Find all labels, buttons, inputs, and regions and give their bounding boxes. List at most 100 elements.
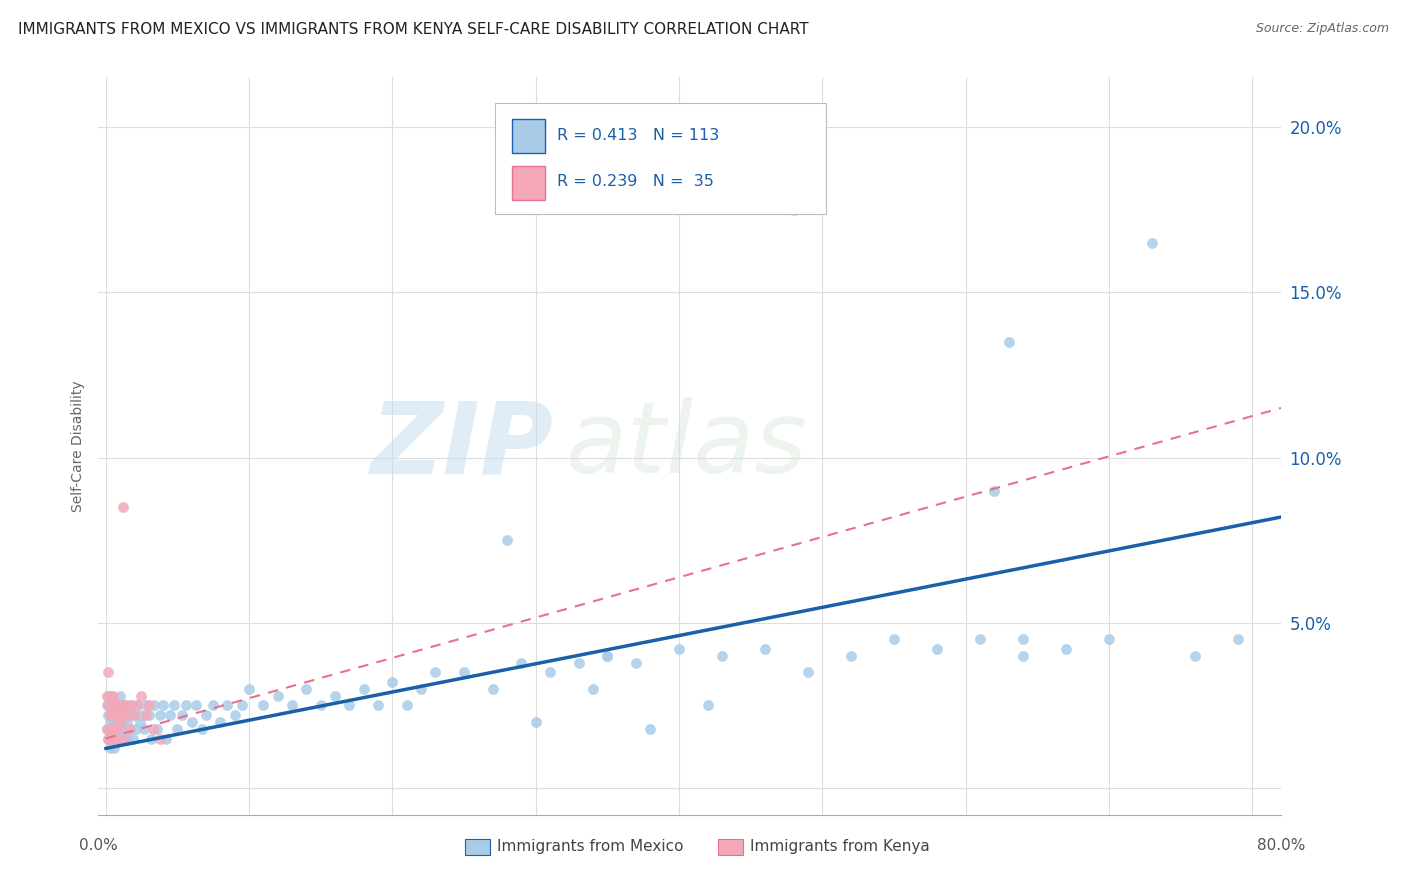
Text: IMMIGRANTS FROM MEXICO VS IMMIGRANTS FROM KENYA SELF-CARE DISABILITY CORRELATION: IMMIGRANTS FROM MEXICO VS IMMIGRANTS FRO… <box>18 22 808 37</box>
Point <box>117 708 139 723</box>
Point <box>107 731 129 746</box>
Point <box>1184 648 1206 663</box>
Point <box>105 698 128 713</box>
Point <box>524 714 547 729</box>
Point <box>101 731 124 746</box>
Text: R = 0.239   N =  35: R = 0.239 N = 35 <box>557 174 714 189</box>
Point <box>159 708 181 723</box>
Point <box>152 698 174 713</box>
Point <box>538 665 561 680</box>
Point <box>105 708 128 723</box>
Point <box>138 698 160 713</box>
Point <box>481 681 503 696</box>
Point <box>110 698 132 713</box>
Point <box>141 731 163 746</box>
Point <box>101 722 124 736</box>
Text: 80.0%: 80.0% <box>1257 838 1305 854</box>
Point <box>969 632 991 647</box>
Point <box>510 656 533 670</box>
Point <box>596 648 619 663</box>
Point <box>105 722 128 736</box>
Text: R = 0.413   N = 113: R = 0.413 N = 113 <box>557 128 720 144</box>
Point <box>696 698 718 713</box>
Point <box>135 698 157 713</box>
Point <box>353 681 375 696</box>
FancyBboxPatch shape <box>512 166 546 200</box>
Point <box>252 698 274 713</box>
Point <box>120 698 142 713</box>
Point <box>925 642 948 657</box>
Point <box>96 689 118 703</box>
Point <box>170 708 193 723</box>
Point <box>107 698 129 713</box>
Point <box>98 714 121 729</box>
Point <box>1098 632 1121 647</box>
Point <box>624 656 647 670</box>
Point <box>101 731 124 746</box>
Point <box>149 708 172 723</box>
Point <box>104 731 127 746</box>
Point <box>121 731 143 746</box>
Point <box>115 714 138 729</box>
Point <box>142 722 165 736</box>
Point <box>108 722 131 736</box>
Point <box>149 731 172 746</box>
Point <box>134 722 156 736</box>
Point <box>115 731 138 746</box>
FancyBboxPatch shape <box>512 120 546 153</box>
Point <box>180 714 202 729</box>
Point <box>453 665 475 680</box>
Point <box>138 708 160 723</box>
Point <box>409 681 432 696</box>
Point <box>100 708 122 723</box>
Point <box>96 722 118 736</box>
Point <box>568 656 591 670</box>
Point <box>112 722 135 736</box>
Point <box>97 731 120 746</box>
Point <box>114 698 136 713</box>
Point <box>231 698 253 713</box>
Point <box>983 483 1005 498</box>
Point <box>104 722 127 736</box>
Point <box>108 708 131 723</box>
Point <box>122 708 145 723</box>
Point <box>104 698 127 713</box>
Point <box>281 698 304 713</box>
Point <box>266 689 288 703</box>
Point <box>111 731 134 746</box>
Point <box>97 689 120 703</box>
Point <box>101 708 124 723</box>
Point <box>146 722 169 736</box>
Point <box>337 698 360 713</box>
Point <box>114 698 136 713</box>
Point <box>782 202 804 217</box>
Point <box>127 698 149 713</box>
Point <box>640 722 662 736</box>
Point <box>202 698 225 713</box>
Point <box>125 722 148 736</box>
Point <box>101 708 124 723</box>
Point <box>582 681 605 696</box>
Point <box>120 698 142 713</box>
Point <box>112 708 135 723</box>
Point <box>135 708 157 723</box>
Text: Immigrants from Mexico: Immigrants from Mexico <box>498 839 683 855</box>
Point <box>190 722 212 736</box>
Point <box>1226 632 1249 647</box>
Point <box>166 722 188 736</box>
Point <box>839 648 862 663</box>
Point <box>100 689 122 703</box>
Point <box>97 731 120 746</box>
Point <box>101 689 124 703</box>
Point <box>754 642 776 657</box>
Point <box>174 698 197 713</box>
Point <box>1012 632 1035 647</box>
Point <box>131 708 153 723</box>
Point <box>98 698 121 713</box>
Point <box>97 698 120 713</box>
Text: Immigrants from Kenya: Immigrants from Kenya <box>751 839 929 855</box>
Point <box>98 741 121 756</box>
Text: atlas: atlas <box>565 398 807 494</box>
Point <box>107 708 129 723</box>
Point <box>295 681 318 696</box>
